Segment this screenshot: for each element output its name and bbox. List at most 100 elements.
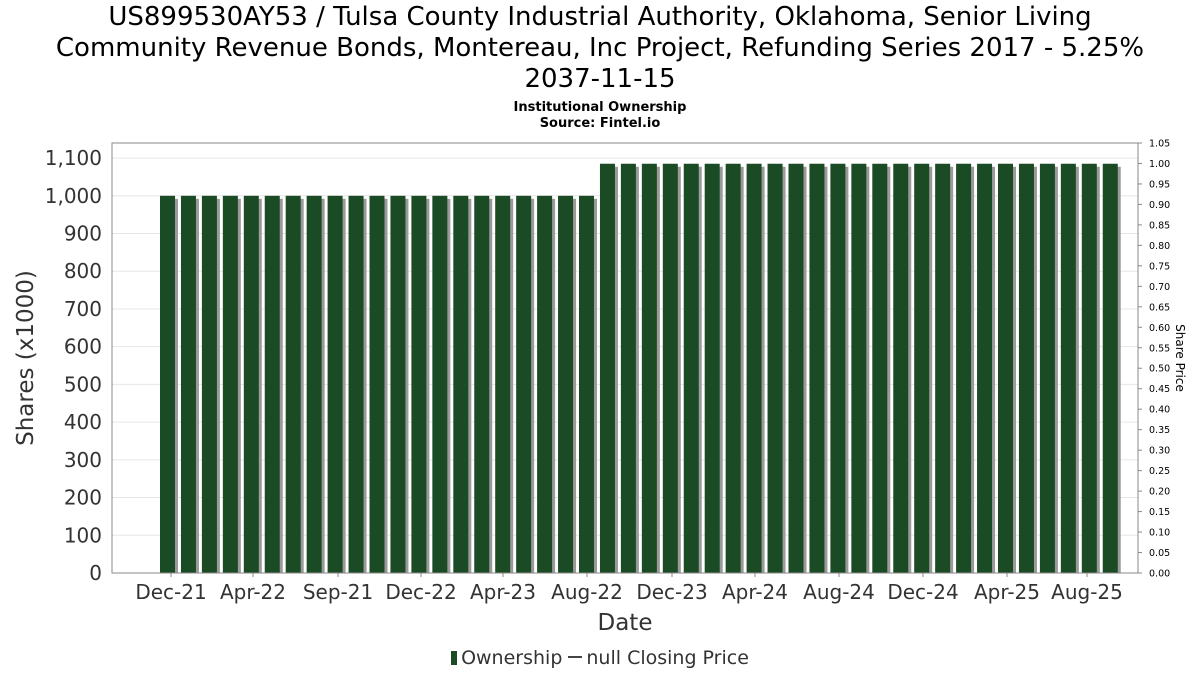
ownership-bar <box>956 163 972 574</box>
x-tick-label: Dec-22 <box>385 580 456 604</box>
ownership-bar <box>662 163 678 574</box>
ownership-bar <box>432 195 448 574</box>
ownership-bar <box>767 163 783 574</box>
y-tick-label: 200 <box>64 486 102 510</box>
y-tick-label: 900 <box>64 222 102 246</box>
legend-closing-price: null Closing Price <box>586 647 749 669</box>
ownership-bar <box>537 195 553 574</box>
ownership-bar <box>1039 163 1055 574</box>
ownership-bar <box>746 163 762 574</box>
y2-tick-label: 0.05 <box>1149 548 1170 559</box>
y-tick-label: 300 <box>64 448 102 472</box>
ownership-bar <box>264 195 280 574</box>
ownership-bar <box>390 195 406 574</box>
subtitle-line-2: Source: Fintel.io <box>539 116 661 131</box>
ownership-bar <box>453 195 469 574</box>
y-tick-label: 0 <box>89 561 102 585</box>
x-tick-label: Aug-22 <box>551 580 623 604</box>
y2-tick-label: 0.80 <box>1149 241 1170 252</box>
ownership-bar <box>579 195 594 574</box>
y2-tick-label: 0.40 <box>1149 405 1170 416</box>
ownership-bar <box>725 163 741 574</box>
x-tick-label: Sep-21 <box>303 580 373 604</box>
subtitle-line-1: Institutional Ownership <box>513 100 687 115</box>
x-axis-label: Date <box>598 610 653 636</box>
ownership-bar <box>620 163 636 574</box>
ownership-bar <box>830 163 846 574</box>
ownership-bar <box>558 195 574 574</box>
ownership-bar <box>914 163 930 574</box>
x-tick-label: Dec-21 <box>135 580 206 604</box>
y-tick-label: 700 <box>64 297 102 321</box>
ownership-bar <box>1018 163 1034 574</box>
ownership-bar <box>998 163 1013 574</box>
ownership-bar <box>180 195 196 574</box>
x-tick-label: Aug-24 <box>803 580 875 604</box>
plot-frame <box>111 142 1139 574</box>
ownership-bar <box>704 163 720 574</box>
ownership-bar <box>243 195 259 574</box>
ownership-bar <box>474 195 490 574</box>
ownership-bar <box>222 195 238 574</box>
y2-axis-ticks: 0.00 0.05 0.10 0.15 0.20 0.25 0.30 0.35 0.40 0.45… <box>1138 139 1170 580</box>
y2-tick-label: 0.90 <box>1149 200 1170 211</box>
ownership-bar <box>851 163 867 574</box>
ownership-bar <box>201 195 217 574</box>
y2-tick-label: 0.85 <box>1149 220 1170 231</box>
y2-tick-label: 1.00 <box>1149 159 1170 170</box>
x-tick-label: Dec-23 <box>636 580 707 604</box>
x-tick-label: Aug-25 <box>1051 580 1123 604</box>
y-axis-label: Shares (x1000) <box>13 270 39 446</box>
y-tick-label: 1,100 <box>45 146 102 170</box>
y-axis-ticks: 0 100 200 300 400 500 600 700 800 900 1,000 1,100 <box>45 146 102 585</box>
y-tick-label: 100 <box>64 523 102 547</box>
x-tick-label: Apr-23 <box>470 580 536 604</box>
ownership-bar <box>327 195 343 574</box>
legend: Ownership null Closing Price <box>0 647 1200 669</box>
x-tick-label: Apr-24 <box>722 580 788 604</box>
x-axis-ticks: Dec-21 Apr-22 Sep-21 Dec-22 Apr-23 Aug-22 Dec-… <box>135 573 1123 604</box>
ownership-bar <box>306 195 322 574</box>
y2-tick-label: 0.65 <box>1149 302 1170 313</box>
ownership-bar <box>495 195 511 574</box>
y2-tick-label: 0.95 <box>1149 179 1170 190</box>
y2-axis-label: Share Price <box>1173 324 1187 392</box>
y2-tick-label: 0.60 <box>1149 323 1170 334</box>
title-line-2: Community Revenue Bonds, Montereau, Inc … <box>55 33 1145 63</box>
ownership-bar <box>1060 163 1076 574</box>
y2-tick-label: 0.35 <box>1149 425 1170 436</box>
y2-tick-label: 0.30 <box>1149 446 1170 457</box>
y2-tick-label: 0.10 <box>1149 528 1170 539</box>
ownership-bar <box>348 195 364 574</box>
ownership-bar <box>285 195 301 574</box>
chart-subtitle: Institutional Ownership Source: Fintel.i… <box>0 100 1200 132</box>
y2-tick-label: 0.25 <box>1149 466 1170 477</box>
y-tick-label: 400 <box>64 410 102 434</box>
ownership-bar <box>788 163 804 574</box>
y2-tick-label: 1.05 <box>1149 139 1170 150</box>
y2-tick-label: 0.70 <box>1149 282 1170 293</box>
closing-price-line-icon <box>568 656 583 658</box>
y2-tick-label: 0.55 <box>1149 343 1170 354</box>
x-tick-label: Dec-24 <box>887 580 958 604</box>
y2-tick-label: 0.15 <box>1149 507 1170 518</box>
ownership-bar <box>683 163 699 574</box>
y-tick-label: 600 <box>64 335 102 359</box>
y2-tick-label: 0.00 <box>1149 569 1170 580</box>
ownership-bar <box>935 163 951 574</box>
ownership-bar <box>809 163 825 574</box>
ownership-bar <box>977 163 993 574</box>
ownership-bar <box>1102 163 1118 574</box>
ownership-bar <box>160 195 175 574</box>
ownership-swatch-icon <box>451 651 458 665</box>
ownership-bar <box>411 195 427 574</box>
ownership-bar <box>599 163 615 574</box>
ownership-bar <box>516 195 532 574</box>
ownership-bar <box>872 163 888 574</box>
y2-tick-label: 0.50 <box>1149 364 1170 375</box>
y-tick-label: 1,000 <box>45 184 102 208</box>
bars <box>160 163 1121 574</box>
title-line-3: 2037-11-15 <box>524 64 676 94</box>
ownership-bar <box>641 163 657 574</box>
